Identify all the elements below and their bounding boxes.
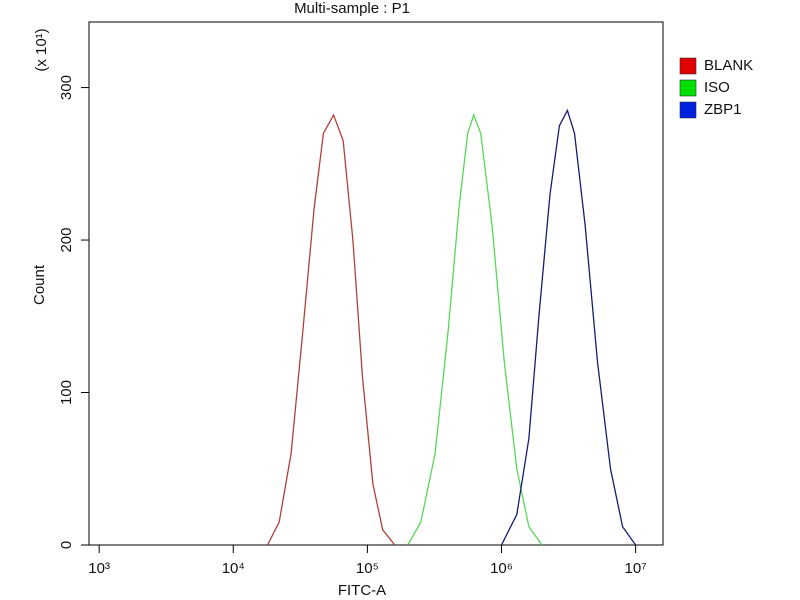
legend-label: BLANK (704, 57, 753, 74)
series-line (266, 113, 396, 546)
legend-label: ZBP1 (704, 101, 742, 118)
y-axis-label: Count (31, 264, 48, 305)
y-tick-label: 0 (58, 541, 75, 549)
y-tick-label: 300 (58, 75, 75, 100)
x-tick-label: 10⁴ (222, 560, 245, 577)
legend-label: ISO (704, 79, 730, 96)
chart-title: Multi-sample : P1 (294, 0, 410, 17)
y-tick-label: 100 (58, 380, 75, 405)
x-axis-label: FITC-A (338, 582, 386, 599)
y-scale-note: (x 10¹) (33, 28, 50, 71)
y-tick-label: 200 (58, 228, 75, 253)
series-line (407, 113, 543, 546)
plot-frame (88, 21, 664, 546)
legend-swatch (679, 101, 697, 119)
x-tick-label: 10⁵ (356, 560, 379, 577)
x-tick-label: 10⁷ (625, 560, 647, 577)
series-line (500, 108, 637, 546)
x-tick-label: 10⁶ (490, 560, 513, 577)
legend-swatch (679, 79, 697, 97)
x-tick-label: 10³ (88, 560, 110, 577)
legend-swatch (679, 57, 697, 75)
